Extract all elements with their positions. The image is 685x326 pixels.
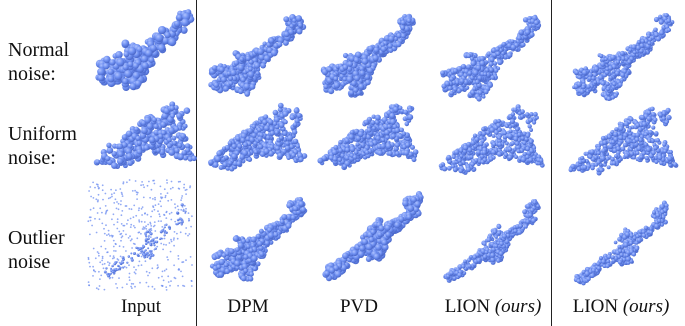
thumb-normal-lion (440, 14, 542, 102)
column-label-lion-1: LION (ours) (428, 296, 558, 318)
column-label-lion-1-text: LION (444, 296, 495, 317)
column-label-dpm-text: DPM (227, 296, 269, 317)
row-label-normal-line2: noise: (8, 63, 56, 85)
thumb-outlier-lion (443, 199, 541, 283)
row-label-uniform: Uniform noise: (8, 122, 77, 170)
column-label-pvd-text: PVD (339, 296, 378, 317)
row-label-normal-line1: Normal (8, 39, 70, 61)
column-label-lion-1-suffix: (ours) (494, 296, 542, 317)
thumb-uniform-lion-2 (568, 106, 679, 176)
thumb-outlier-dpm (209, 196, 308, 282)
thumb-normal-pvd (320, 13, 416, 98)
thumb-outlier-input (87, 179, 193, 291)
row-label-uniform-line1: Uniform (8, 123, 77, 145)
thumb-outlier-pvd (322, 191, 424, 282)
thumb-normal-lion-2 (572, 13, 675, 102)
column-label-input-text: Input (120, 296, 162, 317)
thumb-uniform-dpm (208, 102, 308, 172)
column-label-lion-2-suffix: (ours) (622, 296, 670, 317)
divider-ours (551, 0, 553, 326)
row-label-outlier-line1: Outlier (8, 227, 65, 249)
thumb-outlier-lion-2 (573, 200, 669, 286)
thumb-uniform-lion (438, 104, 545, 175)
thumb-normal-input (95, 9, 195, 91)
thumb-uniform-input (93, 101, 197, 170)
thumb-normal-dpm (208, 14, 307, 97)
row-label-outlier: Outlier noise (8, 226, 65, 274)
row-label-normal: Normal noise: (8, 38, 69, 86)
divider-input (196, 0, 198, 326)
column-label-lion-2-text: LION (572, 296, 623, 317)
row-label-outlier-line2: noise (8, 251, 51, 273)
thumb-uniform-pvd (317, 103, 419, 171)
column-label-dpm: DPM (193, 296, 303, 318)
column-label-lion-2: LION (ours) (556, 296, 685, 318)
row-label-uniform-line2: noise: (8, 147, 56, 169)
column-label-pvd: PVD (304, 296, 414, 318)
column-label-input: Input (86, 296, 196, 318)
